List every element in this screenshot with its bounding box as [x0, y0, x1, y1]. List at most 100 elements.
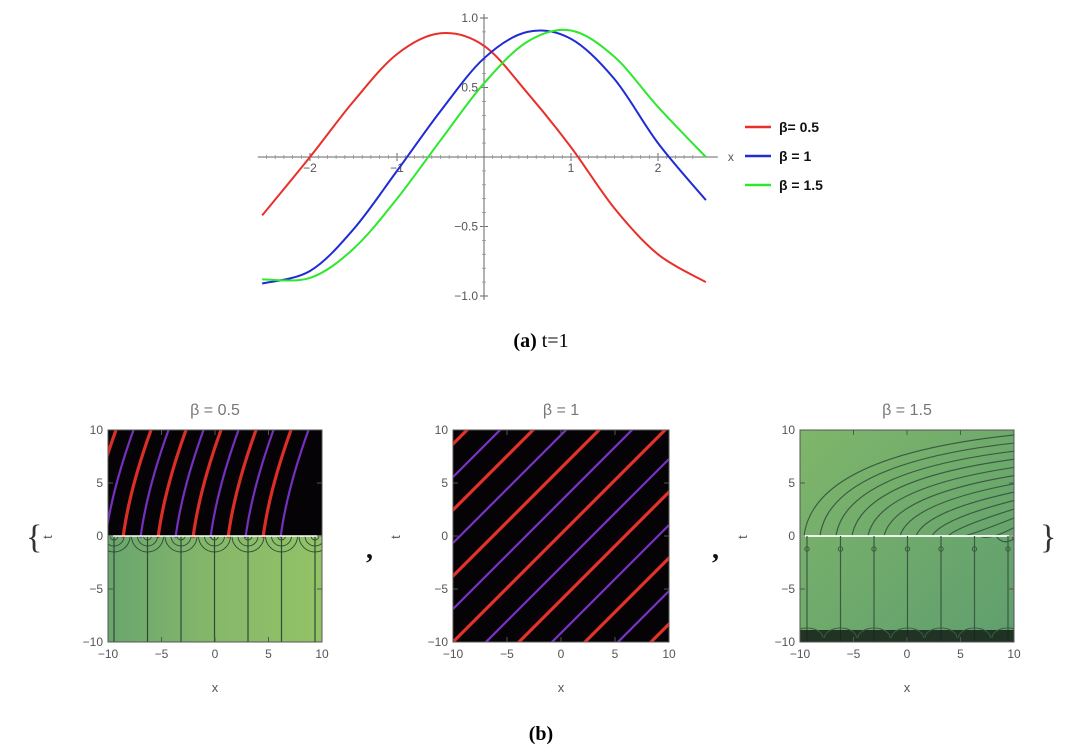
- y-tick-label: 10: [782, 423, 796, 437]
- x-tick-label: −5: [155, 647, 169, 661]
- wave-crest: [279, 430, 310, 539]
- wave-line: [484, 457, 669, 642]
- plot2-wave-lines: [453, 430, 669, 642]
- x-tick-label: 0: [904, 647, 911, 661]
- contour-arc: [143, 535, 152, 541]
- x-tick-label: 10: [1007, 647, 1021, 661]
- caption-a: (a) t=1: [513, 330, 568, 352]
- wave-crest: [156, 430, 188, 539]
- contour-arc: [170, 535, 192, 547]
- y-tick-label: 0: [441, 529, 448, 543]
- x-tick-label: 1: [568, 161, 575, 175]
- plot2-ylabel: t: [388, 535, 403, 539]
- plot2-title: β = 1: [543, 402, 579, 419]
- wave-crest: [108, 430, 118, 459]
- contour-arc: [137, 535, 158, 547]
- contour-arc: [310, 535, 320, 541]
- wave-crest: [174, 430, 205, 539]
- comma-1: ,: [366, 534, 373, 565]
- contour-node: [1005, 546, 1011, 552]
- contour-arc: [304, 535, 322, 547]
- density-plot-beta-1-5: β = 1.5 −10−10 −5 −5 0 0 5 5 10 10 x t: [735, 402, 1021, 695]
- plot2-ticks: −10−10 −5 −5 0 0 5 5 10 10: [428, 423, 676, 661]
- wave-crest: [53, 430, 81, 538]
- caption-b: (b): [529, 723, 553, 745]
- series-line: [261, 29, 707, 285]
- contour-arc: [198, 535, 231, 553]
- y-tick-label: −1.0: [454, 289, 478, 303]
- y-tick-label: −5: [434, 582, 448, 596]
- wave-crest: [209, 430, 240, 539]
- plot1-field: [53, 430, 322, 642]
- plot2-xlabel: x: [558, 680, 565, 695]
- wave-crest: [139, 430, 170, 539]
- y-tick-label: −5: [89, 582, 103, 596]
- y-tick-label: 0: [788, 529, 795, 543]
- contour-arc: [109, 535, 119, 541]
- y-tick-label: 0.5: [461, 81, 478, 95]
- contour-curve: [931, 499, 1014, 537]
- density-plot-beta-0-5: β = 0.5 −10−10 −5 −5 0 0 5 5 10 10 x t: [40, 402, 329, 695]
- plot1-ylabel: t: [40, 535, 55, 539]
- plot1-title: β = 0.5: [190, 402, 240, 419]
- series-line: [261, 32, 707, 283]
- contour-arc: [131, 535, 164, 553]
- contour-arc: [857, 627, 891, 639]
- y-tick-label: 0: [96, 529, 103, 543]
- y-tick-label: −0.5: [454, 220, 478, 234]
- y-tick-label: 5: [96, 476, 103, 490]
- wave-line: [453, 430, 502, 479]
- contour-arc: [298, 535, 322, 553]
- wave-crest: [191, 430, 223, 539]
- contour-arc: [108, 535, 125, 547]
- contour-arc: [277, 535, 286, 541]
- y-tick-label: −10: [775, 635, 796, 649]
- contour-arc: [958, 627, 991, 639]
- wave-line: [453, 430, 568, 545]
- x-tick-label: 0: [212, 647, 219, 661]
- wave-line: [550, 523, 669, 642]
- y-tick-label: 10: [90, 423, 104, 437]
- x-tick-label: 5: [265, 647, 272, 661]
- contour-arc: [891, 627, 924, 639]
- contour-arc: [231, 535, 265, 553]
- x-tick-label: 5: [612, 647, 619, 661]
- comma-2: ,: [712, 534, 719, 565]
- wave-crest: [108, 430, 135, 529]
- x-tick-label: 5: [957, 647, 964, 661]
- contour-node: [971, 546, 978, 552]
- wave-crest: [121, 430, 153, 539]
- contour-node: [837, 546, 844, 552]
- x-tick-label: −10: [443, 647, 464, 661]
- wave-line: [453, 430, 602, 579]
- plot1-contours: [108, 535, 322, 642]
- x-tick-label: 10: [662, 647, 676, 661]
- contour-curve: [899, 483, 1014, 537]
- caption-a-text: t=1: [542, 330, 569, 352]
- y-tick-label: 1.0: [461, 11, 478, 25]
- wave-line: [453, 430, 668, 642]
- contour-arc: [265, 535, 298, 553]
- x-tick-label: −5: [500, 647, 514, 661]
- contour-node: [871, 546, 877, 552]
- wave-line: [582, 555, 669, 642]
- density-plot-beta-1: β = 1 −10−10 −5 −5 0 0 5 5 10 10 x t: [388, 402, 676, 695]
- contour-curve: [803, 434, 1014, 537]
- plot1-ticks: −10−10 −5 −5 0 0 5 5 10 10: [83, 423, 329, 661]
- x-axis-label: x: [728, 150, 734, 164]
- y-tick-label: 5: [788, 476, 795, 490]
- y-tick-label: −5: [781, 582, 795, 596]
- contour-arc: [164, 535, 198, 553]
- wave-crest: [71, 430, 99, 538]
- y-tick-label: −10: [428, 635, 449, 649]
- contour-arc: [108, 535, 131, 553]
- line-chart-axes: −2 −1 1 21.00.5−0.5−1.0x: [257, 11, 734, 303]
- plot3-xlabel: x: [904, 680, 911, 695]
- contour-arc: [824, 627, 857, 639]
- wave-line: [616, 589, 669, 642]
- contour-curve: [851, 458, 1014, 537]
- y-tick-label: 10: [435, 423, 449, 437]
- contour-arc: [243, 535, 253, 541]
- contour-arc: [210, 535, 219, 541]
